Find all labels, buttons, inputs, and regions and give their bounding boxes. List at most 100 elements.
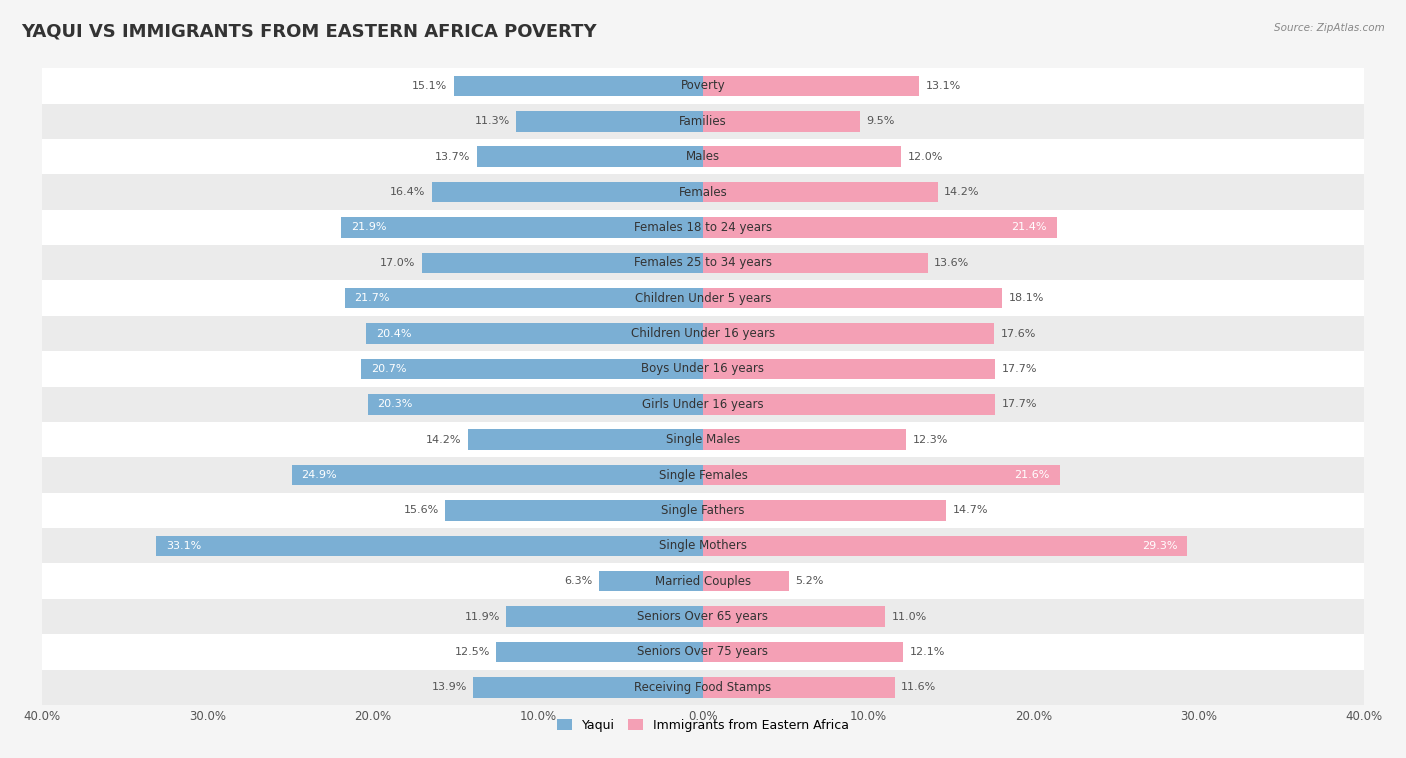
- Bar: [42, 634, 1364, 669]
- Bar: [42, 387, 1364, 422]
- Bar: [42, 210, 1364, 245]
- Text: Married Couples: Married Couples: [655, 575, 751, 587]
- Text: Girls Under 16 years: Girls Under 16 years: [643, 398, 763, 411]
- Text: Children Under 5 years: Children Under 5 years: [634, 292, 772, 305]
- Bar: [42, 245, 1364, 280]
- Text: 15.1%: 15.1%: [412, 81, 447, 91]
- Text: 17.6%: 17.6%: [1001, 328, 1036, 339]
- Bar: [703, 606, 884, 627]
- Bar: [446, 500, 703, 521]
- Bar: [703, 252, 928, 273]
- Bar: [703, 323, 994, 344]
- Bar: [477, 146, 703, 167]
- Text: Single Mothers: Single Mothers: [659, 539, 747, 553]
- Bar: [342, 217, 703, 238]
- Bar: [42, 68, 1364, 104]
- Text: 11.9%: 11.9%: [464, 612, 499, 622]
- Text: 11.0%: 11.0%: [891, 612, 927, 622]
- Text: 13.9%: 13.9%: [432, 682, 467, 692]
- Bar: [703, 288, 1002, 309]
- Text: 6.3%: 6.3%: [564, 576, 592, 586]
- Text: 11.6%: 11.6%: [901, 682, 936, 692]
- Bar: [496, 641, 703, 662]
- Text: YAQUI VS IMMIGRANTS FROM EASTERN AFRICA POVERTY: YAQUI VS IMMIGRANTS FROM EASTERN AFRICA …: [21, 23, 596, 41]
- Bar: [474, 677, 703, 697]
- Text: 21.9%: 21.9%: [352, 222, 387, 233]
- Bar: [703, 76, 920, 96]
- Text: 20.3%: 20.3%: [378, 399, 413, 409]
- Bar: [42, 174, 1364, 210]
- Text: 17.7%: 17.7%: [1002, 399, 1038, 409]
- Bar: [42, 139, 1364, 174]
- Bar: [42, 422, 1364, 457]
- Bar: [703, 111, 860, 132]
- Bar: [506, 606, 703, 627]
- Bar: [703, 571, 789, 591]
- Bar: [42, 599, 1364, 634]
- Bar: [703, 641, 903, 662]
- Text: 13.1%: 13.1%: [927, 81, 962, 91]
- Text: 20.7%: 20.7%: [371, 364, 406, 374]
- Bar: [599, 571, 703, 591]
- Bar: [42, 104, 1364, 139]
- Text: 12.5%: 12.5%: [454, 647, 489, 657]
- Bar: [42, 528, 1364, 563]
- Text: Seniors Over 65 years: Seniors Over 65 years: [637, 610, 769, 623]
- Bar: [422, 252, 703, 273]
- Bar: [703, 500, 946, 521]
- Bar: [367, 394, 703, 415]
- Bar: [454, 76, 703, 96]
- Text: 14.7%: 14.7%: [952, 506, 988, 515]
- Text: 24.9%: 24.9%: [301, 470, 337, 480]
- Text: 21.6%: 21.6%: [1015, 470, 1050, 480]
- Text: Receiving Food Stamps: Receiving Food Stamps: [634, 681, 772, 694]
- Text: Families: Families: [679, 114, 727, 128]
- Text: 21.7%: 21.7%: [354, 293, 389, 303]
- Text: Seniors Over 75 years: Seniors Over 75 years: [637, 645, 769, 659]
- Text: 17.0%: 17.0%: [380, 258, 416, 268]
- Bar: [703, 677, 894, 697]
- Text: Single Fathers: Single Fathers: [661, 504, 745, 517]
- Text: 14.2%: 14.2%: [945, 187, 980, 197]
- Text: Poverty: Poverty: [681, 80, 725, 92]
- Bar: [703, 535, 1187, 556]
- Text: 20.4%: 20.4%: [375, 328, 412, 339]
- Text: 13.6%: 13.6%: [934, 258, 970, 268]
- Text: 15.6%: 15.6%: [404, 506, 439, 515]
- Text: Females 18 to 24 years: Females 18 to 24 years: [634, 221, 772, 234]
- Bar: [42, 280, 1364, 316]
- Text: Single Males: Single Males: [666, 433, 740, 446]
- Bar: [156, 535, 703, 556]
- Text: 18.1%: 18.1%: [1008, 293, 1045, 303]
- Bar: [703, 465, 1060, 485]
- Bar: [703, 182, 938, 202]
- Text: 9.5%: 9.5%: [866, 116, 896, 127]
- Bar: [42, 457, 1364, 493]
- Text: 12.1%: 12.1%: [910, 647, 945, 657]
- Text: Females 25 to 34 years: Females 25 to 34 years: [634, 256, 772, 269]
- Bar: [344, 288, 703, 309]
- Legend: Yaqui, Immigrants from Eastern Africa: Yaqui, Immigrants from Eastern Africa: [553, 714, 853, 737]
- Text: Single Females: Single Females: [658, 468, 748, 481]
- Bar: [291, 465, 703, 485]
- Bar: [703, 217, 1056, 238]
- Bar: [42, 351, 1364, 387]
- Text: Source: ZipAtlas.com: Source: ZipAtlas.com: [1274, 23, 1385, 33]
- Text: Males: Males: [686, 150, 720, 163]
- Text: 21.4%: 21.4%: [1011, 222, 1046, 233]
- Text: 29.3%: 29.3%: [1142, 540, 1177, 551]
- Bar: [42, 493, 1364, 528]
- Text: Boys Under 16 years: Boys Under 16 years: [641, 362, 765, 375]
- Bar: [361, 359, 703, 379]
- Text: 17.7%: 17.7%: [1002, 364, 1038, 374]
- Text: 12.0%: 12.0%: [908, 152, 943, 161]
- Text: 11.3%: 11.3%: [474, 116, 510, 127]
- Text: 14.2%: 14.2%: [426, 434, 461, 445]
- Text: Children Under 16 years: Children Under 16 years: [631, 327, 775, 340]
- Text: 16.4%: 16.4%: [389, 187, 426, 197]
- Text: 13.7%: 13.7%: [434, 152, 470, 161]
- Bar: [703, 394, 995, 415]
- Bar: [42, 563, 1364, 599]
- Bar: [468, 429, 703, 450]
- Bar: [703, 146, 901, 167]
